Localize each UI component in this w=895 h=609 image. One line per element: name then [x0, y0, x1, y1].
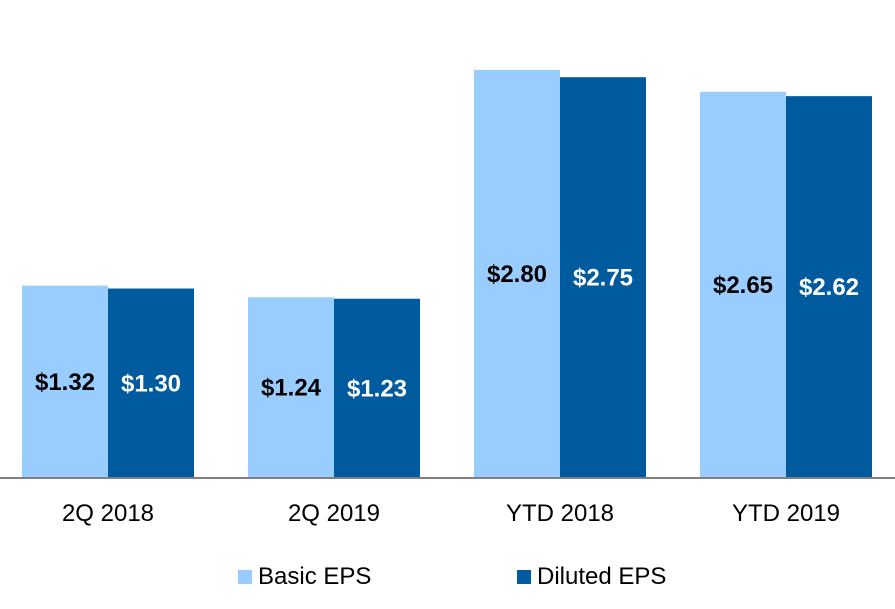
bar-diluted-eps-2q-2019 [334, 298, 420, 478]
data-label-basic-eps-2q-2018: $1.32 [35, 369, 95, 396]
category-label-ytd-2018: YTD 2018 [506, 500, 614, 527]
data-label-diluted-eps-ytd-2018: $2.75 [573, 265, 633, 292]
category-label-ytd-2019: YTD 2019 [732, 500, 840, 527]
bar-basic-eps-ytd-2018 [474, 69, 560, 479]
bar-diluted-eps-ytd-2018 [560, 77, 646, 479]
data-label-diluted-eps-2q-2019: $1.23 [347, 375, 407, 402]
legend-swatch-basic-eps [238, 570, 252, 584]
category-label-2q-2018: 2Q 2018 [62, 500, 154, 527]
legend-label-basic-eps: Basic EPS [258, 563, 372, 590]
data-label-diluted-eps-ytd-2019: $2.62 [799, 274, 859, 301]
legend: Basic EPS Diluted EPS [0, 560, 895, 594]
legend-swatch-diluted-eps [517, 570, 531, 584]
data-label-basic-eps-2q-2019: $1.24 [261, 375, 322, 402]
category-label-2q-2019: 2Q 2019 [288, 500, 380, 527]
data-label-basic-eps-ytd-2019: $2.65 [713, 272, 773, 299]
eps-bar-chart: $1.32 $1.30 $1.24 $1.23 $2.80 $2.75 $2.65 $2.62… [0, 69, 895, 527]
legend-item-diluted-eps: Diluted EPS [517, 560, 666, 594]
bar-diluted-eps-2q-2018 [108, 288, 194, 478]
bar-basic-eps-ytd-2019 [700, 91, 786, 478]
legend-item-basic-eps: Basic EPS [238, 560, 371, 594]
data-label-diluted-eps-2q-2018: $1.30 [121, 370, 181, 397]
legend-label-diluted-eps: Diluted EPS [537, 563, 667, 590]
data-label-basic-eps-ytd-2018: $2.80 [487, 261, 547, 288]
bar-diluted-eps-ytd-2019 [786, 96, 872, 479]
bar-basic-eps-2q-2018 [22, 285, 108, 478]
bar-basic-eps-2q-2019 [248, 297, 334, 478]
